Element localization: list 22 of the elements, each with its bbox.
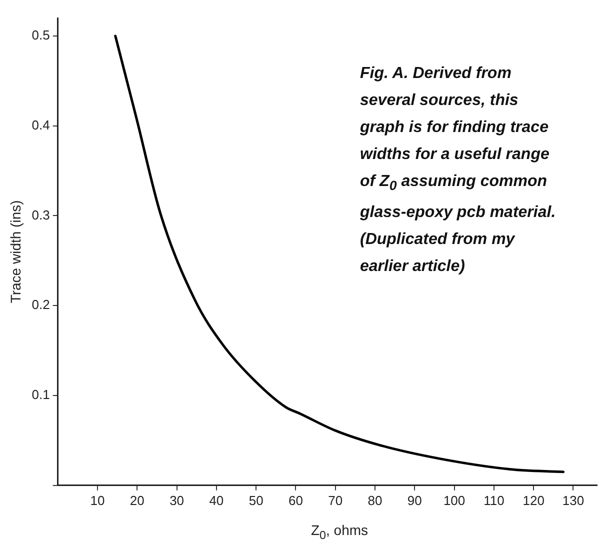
y-tick-label: 0.1 bbox=[32, 387, 50, 402]
x-tick-label: 100 bbox=[443, 492, 466, 508]
x-tick-label: 50 bbox=[248, 492, 264, 508]
x-tick-label: 90 bbox=[407, 492, 422, 508]
y-tick-label: 0.4 bbox=[32, 117, 50, 132]
x-tick-label: 20 bbox=[130, 492, 144, 508]
x-tick-label: 40 bbox=[209, 492, 224, 508]
x-tick-label: 10 bbox=[90, 492, 105, 508]
x-tick-label: 30 bbox=[170, 492, 184, 508]
x-tick-label: 110 bbox=[484, 492, 504, 508]
x-tick-label: 120 bbox=[522, 492, 544, 508]
x-tick-label: 60 bbox=[288, 492, 303, 508]
y-tick-label: 0.5 bbox=[32, 28, 50, 43]
y-axis-title: Trace width (ins) bbox=[7, 200, 24, 304]
text: Fig. A. Derived from several sources, this graph is for finding trace widths for a useful range of Z$_{0}$ assuming common glass-epoxy pcb material. (Duplicated from my earlier article) bbox=[360, 65, 556, 276]
x-tick-label: 80 bbox=[368, 492, 382, 508]
x-axis-title: Z$_{0}$, ohms bbox=[310, 522, 370, 542]
y-tick-label: 0.2 bbox=[32, 297, 50, 312]
line-series bbox=[114, 34, 565, 474]
x-tick-label: 130 bbox=[562, 492, 584, 508]
y-tick-label: 0.3 bbox=[32, 207, 50, 222]
x-tick-label: 70 bbox=[328, 492, 343, 508]
